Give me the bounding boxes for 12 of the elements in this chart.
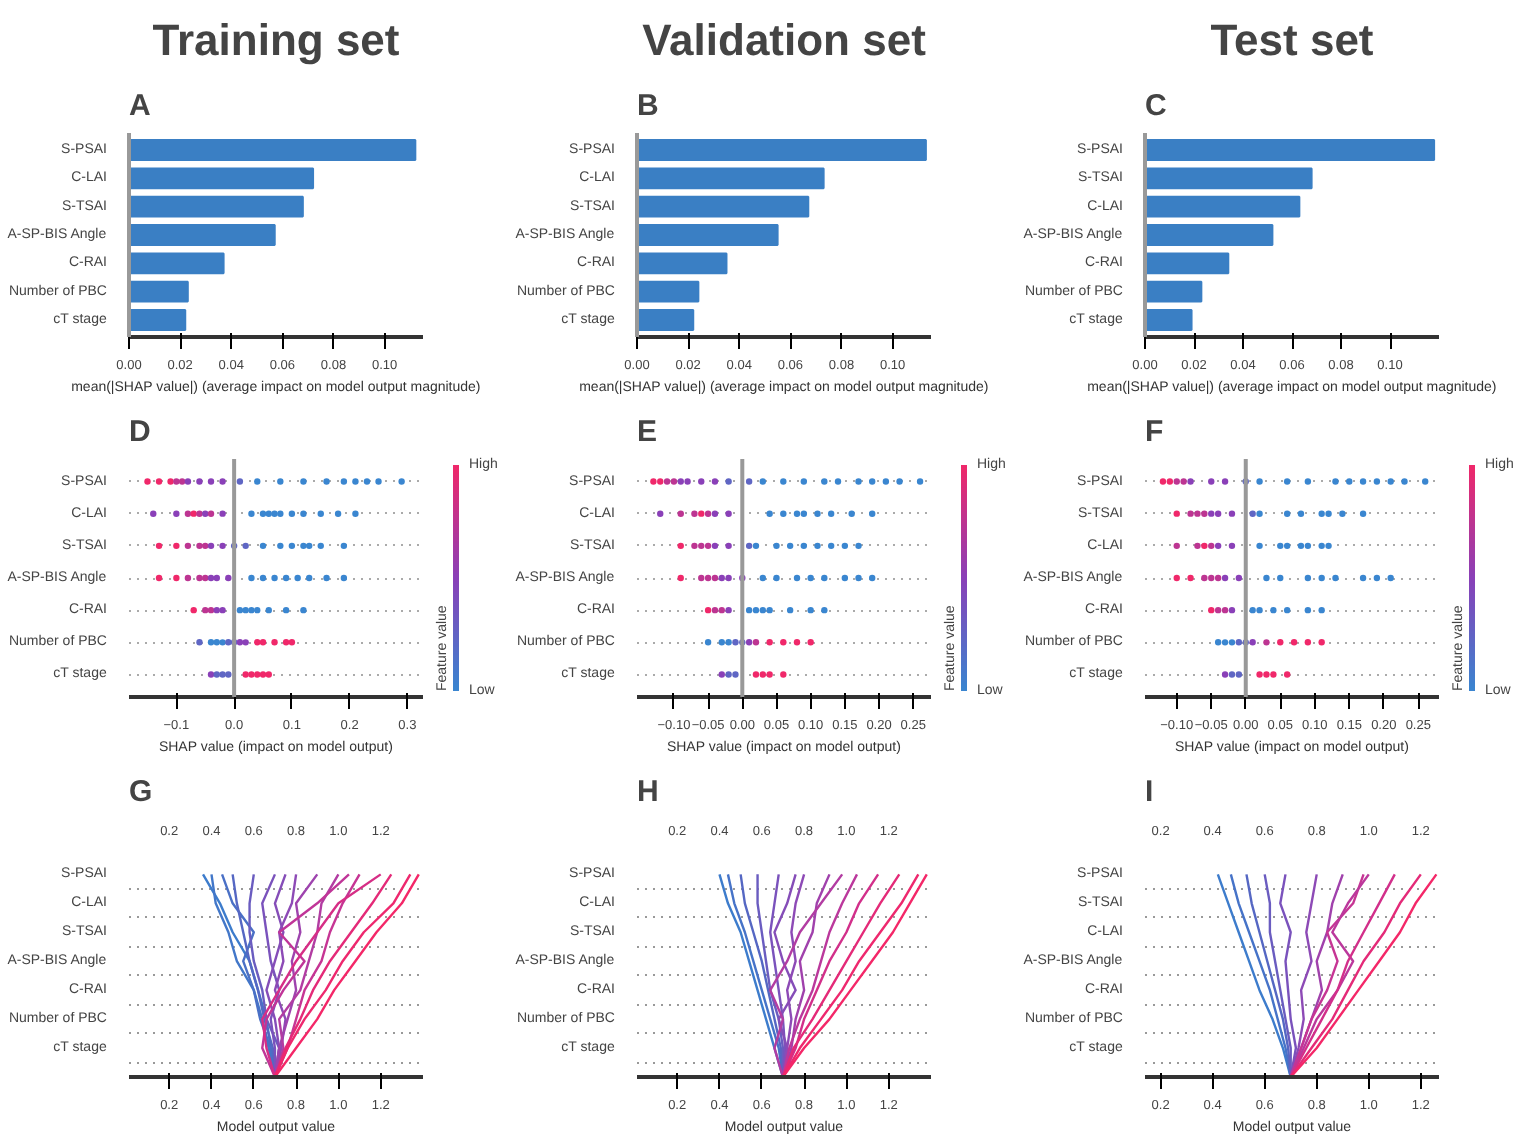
chart-title: G bbox=[129, 775, 153, 809]
chart-title: Test set bbox=[1210, 15, 1375, 65]
chart-title: H bbox=[637, 775, 659, 809]
chart-title: Training set bbox=[152, 15, 401, 65]
chart-subtitle: A bbox=[129, 89, 151, 123]
chart-title: I bbox=[1145, 775, 1154, 809]
chart-title: Validation set bbox=[642, 15, 928, 65]
chart-title: D bbox=[129, 415, 151, 449]
chart-subtitle: C bbox=[1145, 89, 1167, 123]
chart-title: E bbox=[637, 415, 658, 449]
chart-subtitle: B bbox=[637, 89, 659, 123]
chart-title: F bbox=[1145, 415, 1164, 449]
